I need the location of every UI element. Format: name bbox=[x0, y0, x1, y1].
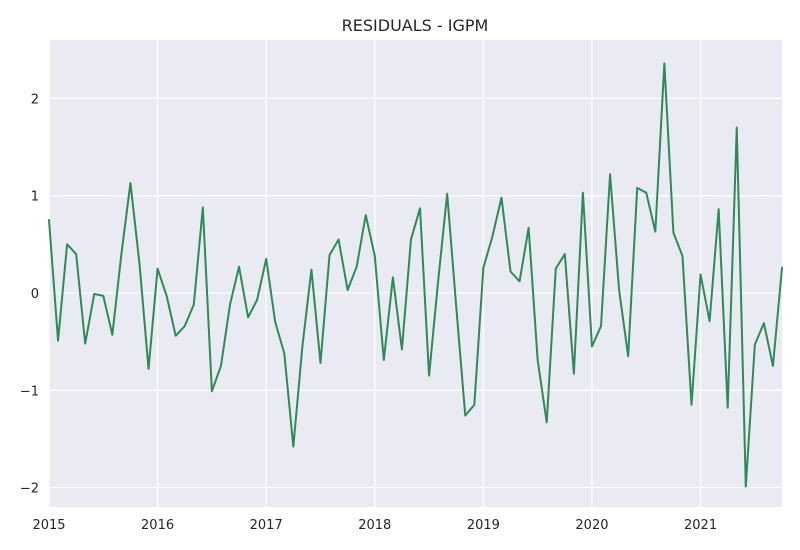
y-tick-label: −1 bbox=[20, 384, 39, 399]
y-tick-label: −2 bbox=[20, 482, 39, 497]
y-tick-label: 2 bbox=[31, 92, 39, 107]
x-tick-label: 2020 bbox=[575, 518, 608, 533]
series-layer bbox=[48, 62, 783, 488]
x-tick-label: 2016 bbox=[141, 518, 174, 533]
x-tick-label: 2021 bbox=[684, 518, 717, 533]
x-axis-ticks: 2015 2016 2017 2018 2019 2020 2021 bbox=[32, 518, 717, 533]
residuals-series-line bbox=[48, 62, 783, 488]
x-tick-label: 2015 bbox=[32, 518, 65, 533]
plot-area bbox=[49, 40, 782, 507]
x-tick-label: 2018 bbox=[358, 518, 391, 533]
x-tick-label: 2017 bbox=[250, 518, 283, 533]
y-tick-label: 1 bbox=[31, 190, 39, 205]
chart-title: RESIDUALS - IGPM bbox=[342, 16, 489, 35]
x-tick-label: 2019 bbox=[467, 518, 500, 533]
y-tick-label: 0 bbox=[31, 287, 39, 302]
y-axis-ticks: −2 −1 0 1 2 bbox=[20, 92, 39, 496]
